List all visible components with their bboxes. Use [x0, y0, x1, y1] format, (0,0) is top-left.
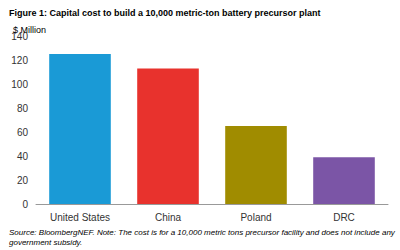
svg-text:120: 120: [11, 55, 28, 66]
svg-text:United States: United States: [50, 212, 110, 223]
svg-text:140: 140: [11, 30, 28, 42]
svg-text:80: 80: [17, 103, 29, 114]
svg-text:$ Million: $ Million: [13, 25, 46, 35]
svg-text:Poland: Poland: [240, 212, 271, 223]
svg-text:0: 0: [22, 199, 28, 210]
svg-text:20: 20: [17, 175, 29, 186]
svg-text:government subsidy.: government subsidy.: [9, 238, 82, 247]
svg-text:DRC: DRC: [333, 212, 355, 223]
svg-text:40: 40: [17, 151, 29, 162]
svg-text:60: 60: [17, 127, 29, 138]
svg-text:100: 100: [11, 79, 28, 90]
svg-text:China: China: [155, 212, 182, 223]
svg-text:Source: BloombergNEF. Note: Th: Source: BloombergNEF. Note: The cost is …: [9, 228, 397, 237]
svg-text:Figure 1: Capital cost to buil: Figure 1: Capital cost to build a 10,000…: [9, 8, 321, 18]
